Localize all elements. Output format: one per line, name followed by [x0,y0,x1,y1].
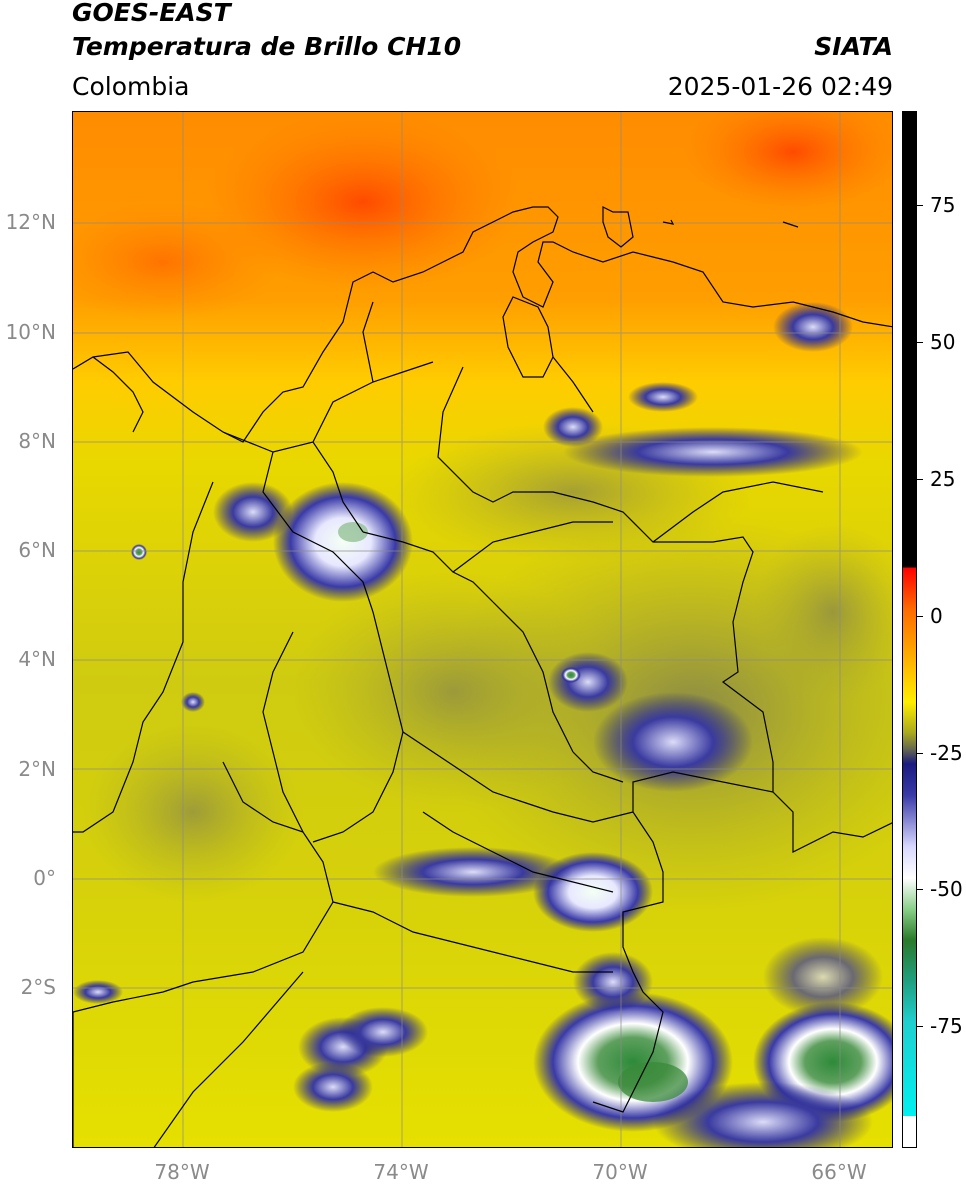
colorbar-tick-minus25 [917,753,923,754]
region-label: Colombia [72,72,190,101]
colorbar-label-minus50: -50 [930,877,963,901]
borders [73,206,892,1147]
lat-label-12n: 12°N [5,210,56,234]
source-label: SIATA [814,32,893,61]
satellite-map[interactable] [72,111,893,1148]
lat-label-2n: 2°N [18,757,56,781]
colorbar-label-0: 0 [930,604,943,628]
datetime-label: 2025-01-26 02:49 [667,72,893,101]
colorbar-label-50: 50 [930,330,956,354]
colorbar-tick-25 [917,479,923,480]
colorbar-label-minus75: -75 [930,1014,963,1038]
lat-label-6n: 6°N [18,538,56,562]
colorbar-tick-0 [917,616,923,617]
colorbar-label-minus25: -25 [930,741,963,765]
lat-label-4n: 4°N [18,647,56,671]
title-line-1: GOES-EAST [72,0,231,27]
lat-label-10n: 10°N [5,320,56,344]
title-line-2: Temperatura de Brillo CH10 [72,32,462,61]
lat-label-8n: 8°N [18,429,56,453]
colorbar-tick-minus50 [917,889,923,890]
lon-label-70w: 70°W [592,1160,648,1184]
lat-label-0: 0° [33,866,56,890]
colorbar-tick-minus75 [917,1026,923,1027]
colorbar-tick-75 [917,205,923,206]
colorbar-label-25: 25 [930,467,956,491]
lat-label-2s: 2°S [20,975,56,999]
map-canvas [73,112,892,1147]
lon-label-66w: 66°W [811,1160,867,1184]
colorbar-tick-50 [917,342,923,343]
temperature-colorbar [902,111,917,1148]
colorbar-label-75: 75 [930,193,956,217]
gridlines [73,112,892,1147]
lon-label-78w: 78°W [154,1160,210,1184]
lon-label-74w: 74°W [373,1160,429,1184]
